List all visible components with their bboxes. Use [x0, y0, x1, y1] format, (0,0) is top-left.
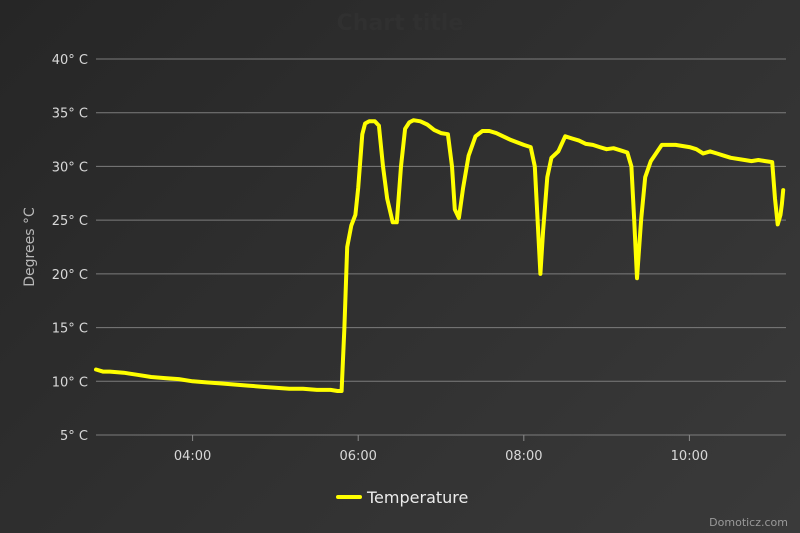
y-tick-label: 30° C	[52, 160, 88, 175]
y-tick-label: 15° C	[52, 322, 88, 337]
x-tick-label: 10:00	[671, 449, 708, 464]
y-tick-label: 10° C	[52, 375, 88, 390]
series-group	[94, 118, 786, 393]
y-tick-label: 5° C	[60, 429, 88, 444]
chart-title: Chart title	[337, 11, 464, 36]
x-tick-label: 08:00	[505, 449, 542, 464]
x-tick-label: 06:00	[339, 449, 376, 464]
legend[interactable]: Temperature	[336, 488, 468, 507]
credit-link[interactable]: Domoticz.com	[709, 516, 788, 529]
series-line-temperature[interactable]	[94, 118, 786, 393]
y-tick-label: 40° C	[52, 53, 88, 68]
grid-lines	[96, 58, 786, 436]
x-tick-label: 04:00	[174, 449, 211, 464]
y-tick-label: 20° C	[52, 268, 88, 283]
y-tick-label: 25° C	[52, 214, 88, 229]
y-tick-label: 35° C	[52, 107, 88, 122]
legend-label-temperature[interactable]: Temperature	[366, 488, 468, 507]
x-axis-ticks: 04:00 06:00 08:00 10:00	[174, 435, 708, 464]
y-axis-title: Degrees °C	[22, 207, 38, 287]
y-axis-ticks: 5° C 10° C 15° C 20° C 25° C 30° C 35° C 40° C	[52, 53, 88, 444]
